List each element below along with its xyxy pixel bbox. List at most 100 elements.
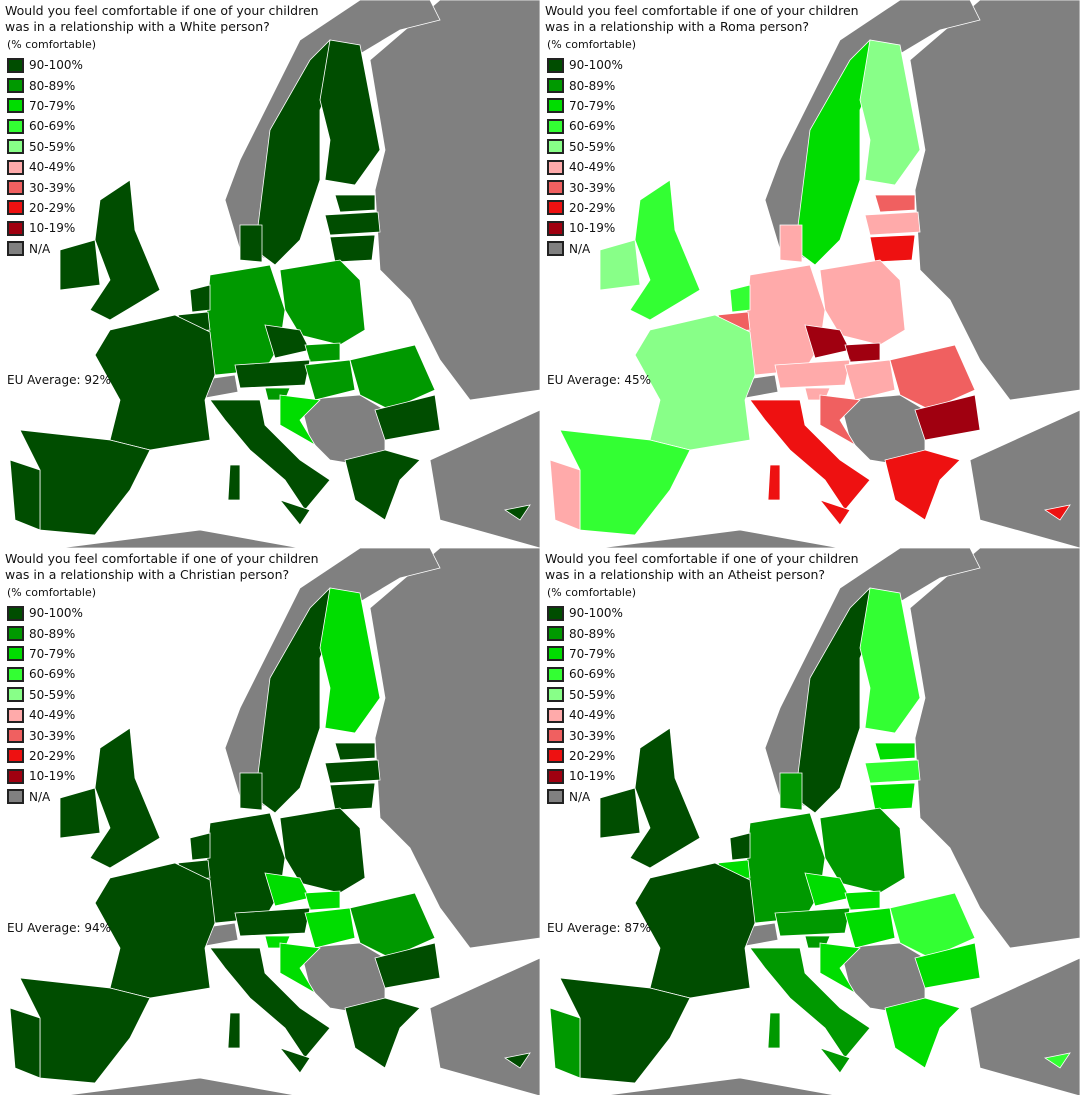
country-gr: [344, 997, 421, 1069]
legend-swatch: [7, 78, 24, 94]
legend-item: 10-19%: [7, 218, 83, 238]
legend-label: 30-39%: [29, 728, 76, 743]
legend-swatch: [7, 220, 24, 236]
country-afr: [599, 529, 841, 548]
legend-swatch: [547, 180, 564, 196]
legend-label: 50-59%: [569, 139, 616, 154]
legend-swatch: [547, 646, 564, 662]
legend-label: 60-69%: [29, 119, 76, 134]
country-lv: [324, 759, 381, 784]
map-title: Would you feel comfortable if one of you…: [5, 551, 319, 583]
legend: 90-100% 80-89% 70-79% 60-69% 50-59% 40-49% 30-…: [7, 55, 83, 259]
legend-label: 40-49%: [29, 160, 76, 175]
legend-item: 60-69%: [547, 116, 623, 136]
legend-item: 30-39%: [7, 177, 83, 197]
country-tr: [429, 957, 540, 1095]
eu-average: EU Average: 92%: [7, 373, 111, 387]
legend-swatch: [7, 666, 24, 682]
title-line: Would you feel comfortable if one of you…: [5, 551, 319, 566]
country-de: [744, 812, 826, 924]
country-ie: [59, 239, 101, 291]
legend-swatch: [547, 748, 564, 764]
legend-label: 80-89%: [569, 626, 616, 641]
legend-item: 60-69%: [7, 664, 83, 684]
country-uk: [629, 179, 701, 321]
legend-item: 50-59%: [547, 685, 623, 705]
legend: 90-100% 80-89% 70-79% 60-69% 50-59% 40-49% 30-…: [547, 55, 623, 259]
country-de: [204, 812, 286, 924]
europe-map: [9, 0, 540, 548]
legend-item: 70-79%: [547, 96, 623, 116]
legend-label: 50-59%: [569, 687, 616, 702]
legend-item: 50-59%: [547, 137, 623, 157]
legend-swatch: [7, 98, 24, 114]
legend-swatch: [7, 605, 24, 621]
legend: 90-100% 80-89% 70-79% 60-69% 50-59% 40-49% 30-…: [547, 603, 623, 807]
legend-label: 80-89%: [29, 78, 76, 93]
country-sk: [304, 342, 341, 363]
legend-label: 30-39%: [569, 180, 616, 195]
legend-item: 50-59%: [7, 137, 83, 157]
legend-item: 40-49%: [7, 705, 83, 725]
country-bg: [374, 942, 441, 989]
legend-swatch: [547, 605, 564, 621]
legend-label: 90-100%: [29, 58, 83, 73]
legend-swatch: [547, 220, 564, 236]
country-cy: [1043, 1052, 1071, 1069]
legend-label: 20-29%: [569, 748, 616, 763]
legend-item: 70-79%: [547, 644, 623, 664]
country-afr: [64, 1077, 297, 1095]
legend-item: 80-89%: [547, 75, 623, 95]
legend-label: 40-49%: [569, 708, 616, 723]
title-line: Would you feel comfortable if one of you…: [545, 551, 859, 566]
country-uk: [89, 179, 161, 321]
country-bg: [374, 394, 441, 441]
country-at: [774, 359, 851, 389]
country-sk: [844, 342, 881, 363]
country-at: [234, 907, 311, 937]
legend-item: 10-19%: [7, 766, 83, 786]
legend-swatch: [547, 687, 564, 703]
legend-label: N/A: [29, 241, 51, 256]
legend-item: 20-29%: [547, 746, 623, 766]
country-hu: [844, 907, 896, 949]
title-line: Would you feel comfortable if one of you…: [545, 3, 859, 18]
legend-item: N/A: [547, 239, 623, 259]
legend-label: 10-19%: [29, 221, 76, 236]
country-sar: [767, 464, 781, 501]
europe-map: [549, 548, 1080, 1095]
legend-label: 40-49%: [29, 708, 76, 723]
legend-swatch: [7, 200, 24, 216]
eu-average: EU Average: 94%: [7, 921, 111, 935]
legend-swatch: [547, 626, 564, 642]
legend-item: 90-100%: [547, 55, 623, 75]
legend-swatch: [547, 728, 564, 744]
legend-item: 30-39%: [547, 177, 623, 197]
legend-label: 90-100%: [569, 58, 623, 73]
legend-swatch: [7, 118, 24, 134]
legend-swatch: [547, 768, 564, 784]
country-nl: [729, 284, 751, 313]
legend-swatch: [547, 159, 564, 175]
country-tr: [429, 409, 540, 548]
legend-item: 30-39%: [7, 725, 83, 745]
country-hr: [819, 942, 861, 995]
title-line: was in a relationship with a Christian p…: [5, 567, 290, 582]
country-it: [749, 947, 871, 1059]
country-afr: [59, 529, 301, 548]
legend-label: 30-39%: [569, 728, 616, 743]
country-fr: [634, 862, 756, 999]
legend-item: 20-29%: [7, 746, 83, 766]
legend-label: 10-19%: [569, 769, 616, 784]
map-panel: Would you feel comfortable if one of you…: [540, 548, 1080, 1095]
map-panel: Would you feel comfortable if one of you…: [540, 0, 1080, 548]
legend-label: 60-69%: [569, 667, 616, 682]
country-pt: [549, 1007, 581, 1079]
legend-swatch: [7, 57, 24, 73]
country-hr: [819, 394, 861, 447]
legend-swatch: [547, 200, 564, 216]
country-ro: [349, 892, 436, 959]
legend-swatch: [547, 98, 564, 114]
country-it: [209, 947, 331, 1059]
country-sk: [844, 890, 881, 911]
